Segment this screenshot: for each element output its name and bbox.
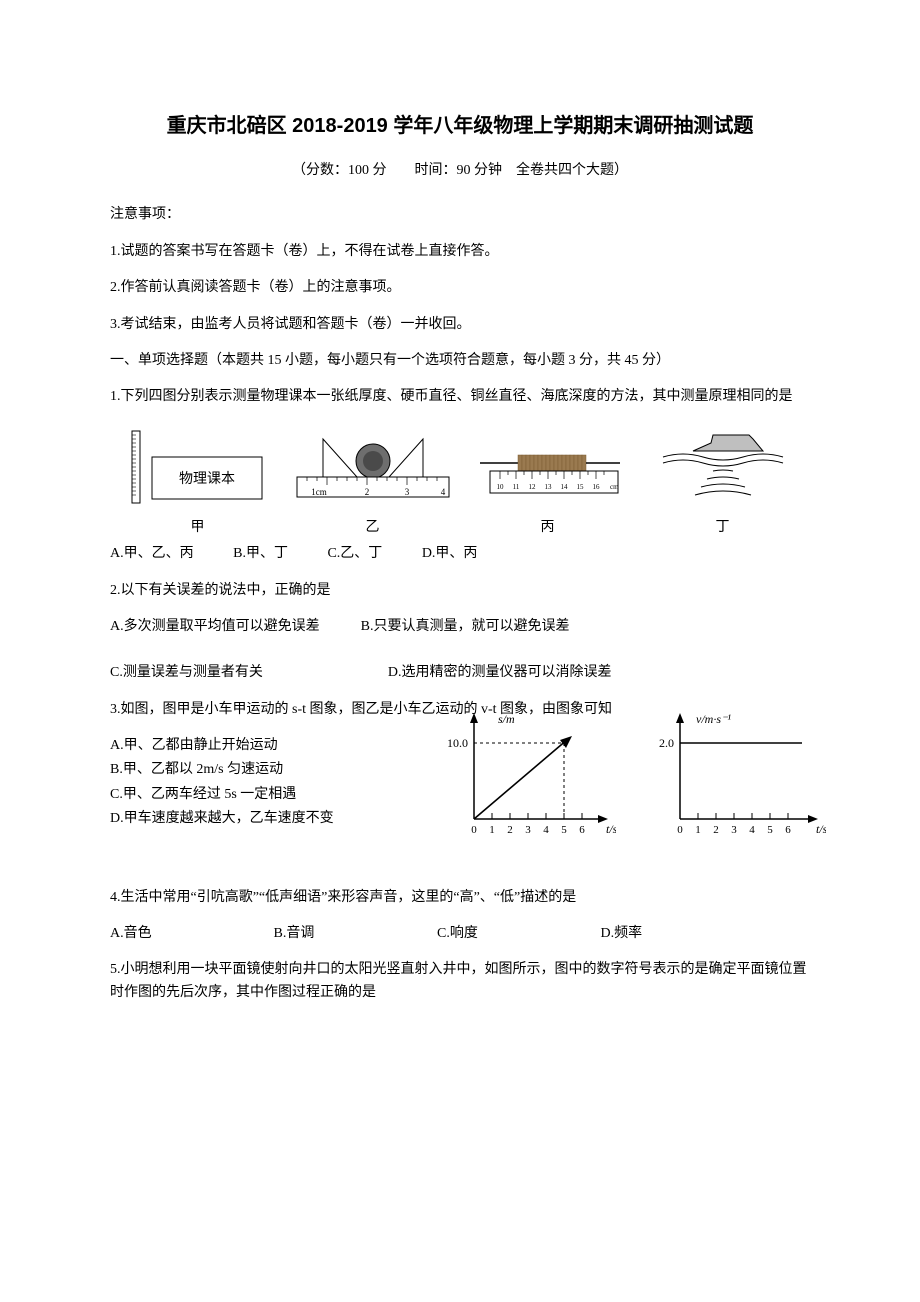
q2-option-c: C.测量误差与测量者有关: [110, 665, 263, 680]
exam-subtitle: （分数：100 分 时间：90 分钟 全卷共四个大题）: [110, 160, 810, 182]
q1-caption-ding: 丁: [635, 517, 810, 539]
q1-caption-jia: 甲: [110, 517, 285, 539]
tick: 2: [713, 824, 719, 836]
q1-option-c: C.乙、丁: [327, 543, 382, 565]
q1-caption-bing: 丙: [460, 517, 635, 539]
q1-fig-jia: 物理课本: [110, 427, 283, 507]
st-yval: 10.0: [447, 736, 468, 750]
st-ylabel: s/m: [498, 712, 515, 726]
exam-title: 重庆市北碚区 2018-2019 学年八年级物理上学期期末调研抽测试题: [110, 110, 810, 142]
q2-row1: A.多次测量取平均值可以避免误差 B.只要认真测量，就可以避免误差: [110, 616, 810, 638]
q4-option-b: B.音调: [274, 923, 414, 945]
q2-row2: C.测量误差与测量者有关 D.选用精密的测量仪器可以消除误差: [110, 662, 810, 684]
wire-tick: 13: [544, 483, 552, 491]
tick: 4: [543, 824, 549, 836]
wire-tick: 10: [496, 483, 504, 491]
tick: 5: [561, 824, 567, 836]
notes-heading: 注意事项：: [110, 204, 810, 226]
wire-tick: 12: [528, 483, 536, 491]
q3-option-a: A.甲、乙都由静止开始运动: [110, 735, 470, 757]
tick: 2: [507, 824, 513, 836]
q1-figure-row: 物理课本 1cm 2: [110, 427, 810, 507]
tick: 3: [525, 824, 531, 836]
tick: 6: [579, 824, 585, 836]
q1-option-a: A.甲、乙、丙: [110, 543, 194, 565]
wire-diameter-icon: 10 11 12 13 14 15 16 cm: [470, 427, 630, 507]
tick: 6: [785, 824, 791, 836]
ruler-tick: 4: [441, 487, 446, 497]
vt-chart-icon: v/m·s⁻¹ t/s 0 1 2 3 4 5 6 2.0: [646, 709, 826, 839]
q1-stem: 1.下列四图分别表示测量物理课本一张纸厚度、硬币直径、铜丝直径、海底深度的方法，…: [110, 386, 810, 408]
st-chart-icon: s/m t/s 0 1 2 3 4 5 6 10.0: [436, 709, 616, 839]
q1-fig-ding: [637, 427, 810, 507]
q3-options: A.甲、乙都由静止开始运动 B.甲、乙都以 2m/s 匀速运动 C.甲、乙两车经…: [110, 735, 470, 831]
q5-stem: 5.小明想利用一块平面镜使射向井口的太阳光竖直射入井中，如图所示，图中的数字符号…: [110, 959, 810, 1004]
vt-xlabel: t/s: [816, 822, 826, 836]
wire-tick: 11: [513, 483, 520, 491]
book-thickness-icon: 物理课本: [122, 427, 272, 507]
ruler-tick: 2: [365, 487, 370, 497]
q2-stem: 2.以下有关误差的说法中，正确的是: [110, 580, 810, 602]
tick: 1: [489, 824, 495, 836]
q4-option-c: C.响度: [437, 923, 577, 945]
note-2: 2.作答前认真阅读答题卡（卷）上的注意事项。: [110, 277, 810, 299]
wire-tick: 15: [576, 483, 584, 491]
book-label: 物理课本: [179, 471, 235, 487]
q4-option-a: A.音色: [110, 923, 250, 945]
q3-option-b: B.甲、乙都以 2m/s 匀速运动: [110, 759, 470, 781]
q4-option-d: D.频率: [601, 923, 741, 945]
wire-unit: cm: [610, 483, 619, 491]
ruler-tick: 3: [405, 487, 410, 497]
q2-option-d: D.选用精密的测量仪器可以消除误差: [388, 665, 612, 680]
wire-tick: 14: [560, 483, 568, 491]
q2-option-a: A.多次测量取平均值可以避免误差: [110, 619, 320, 634]
note-1: 1.试题的答案书写在答题卡（卷）上，不得在试卷上直接作答。: [110, 241, 810, 263]
q3-block: 3.如图，图甲是小车甲运动的 s-t 图象，图乙是小车乙运动的 v-t 图象，由…: [110, 699, 810, 831]
ruler-label: 1cm: [312, 487, 328, 497]
q1-option-d: D.甲、丙: [422, 543, 478, 565]
sonar-depth-icon: [653, 427, 793, 507]
tick: 0: [471, 824, 477, 836]
tick: 1: [695, 824, 701, 836]
tick: 3: [731, 824, 737, 836]
vt-ylabel: v/m·s⁻¹: [696, 712, 731, 726]
q1-options: A.甲、乙、丙 B.甲、丁 C.乙、丁 D.甲、丙: [110, 543, 810, 565]
q1-fig-bing: 10 11 12 13 14 15 16 cm: [463, 427, 636, 507]
st-xlabel: t/s: [606, 822, 616, 836]
tick: 4: [749, 824, 755, 836]
tick: 0: [677, 824, 683, 836]
wire-tick: 16: [592, 483, 600, 491]
q1-fig-yi: 1cm 2 3 4: [283, 427, 463, 507]
section-1-heading: 一、单项选择题（本题共 15 小题，每小题只有一个选项符合题意，每小题 3 分，…: [110, 350, 810, 372]
q4-options: A.音色 B.音调 C.响度 D.频率: [110, 923, 810, 945]
q1-caption-yi: 乙: [285, 517, 460, 539]
q4-stem: 4.生活中常用“引吭高歌”“低声细语”来形容声音，这里的“高”、“低”描述的是: [110, 887, 810, 909]
q1-option-b: B.甲、丁: [233, 543, 288, 565]
coin-diameter-icon: 1cm 2 3 4: [283, 427, 463, 507]
q3-option-c: C.甲、乙两车经过 5s 一定相遇: [110, 784, 470, 806]
note-3: 3.考试结束，由监考人员将试题和答题卡（卷）一并收回。: [110, 314, 810, 336]
q1-caption-row: 甲 乙 丙 丁: [110, 517, 810, 539]
tick: 5: [767, 824, 773, 836]
vt-yval: 2.0: [659, 736, 674, 750]
q3-option-d: D.甲车速度越来越大，乙车速度不变: [110, 808, 470, 830]
q2-option-b: B.只要认真测量，就可以避免误差: [361, 619, 570, 634]
